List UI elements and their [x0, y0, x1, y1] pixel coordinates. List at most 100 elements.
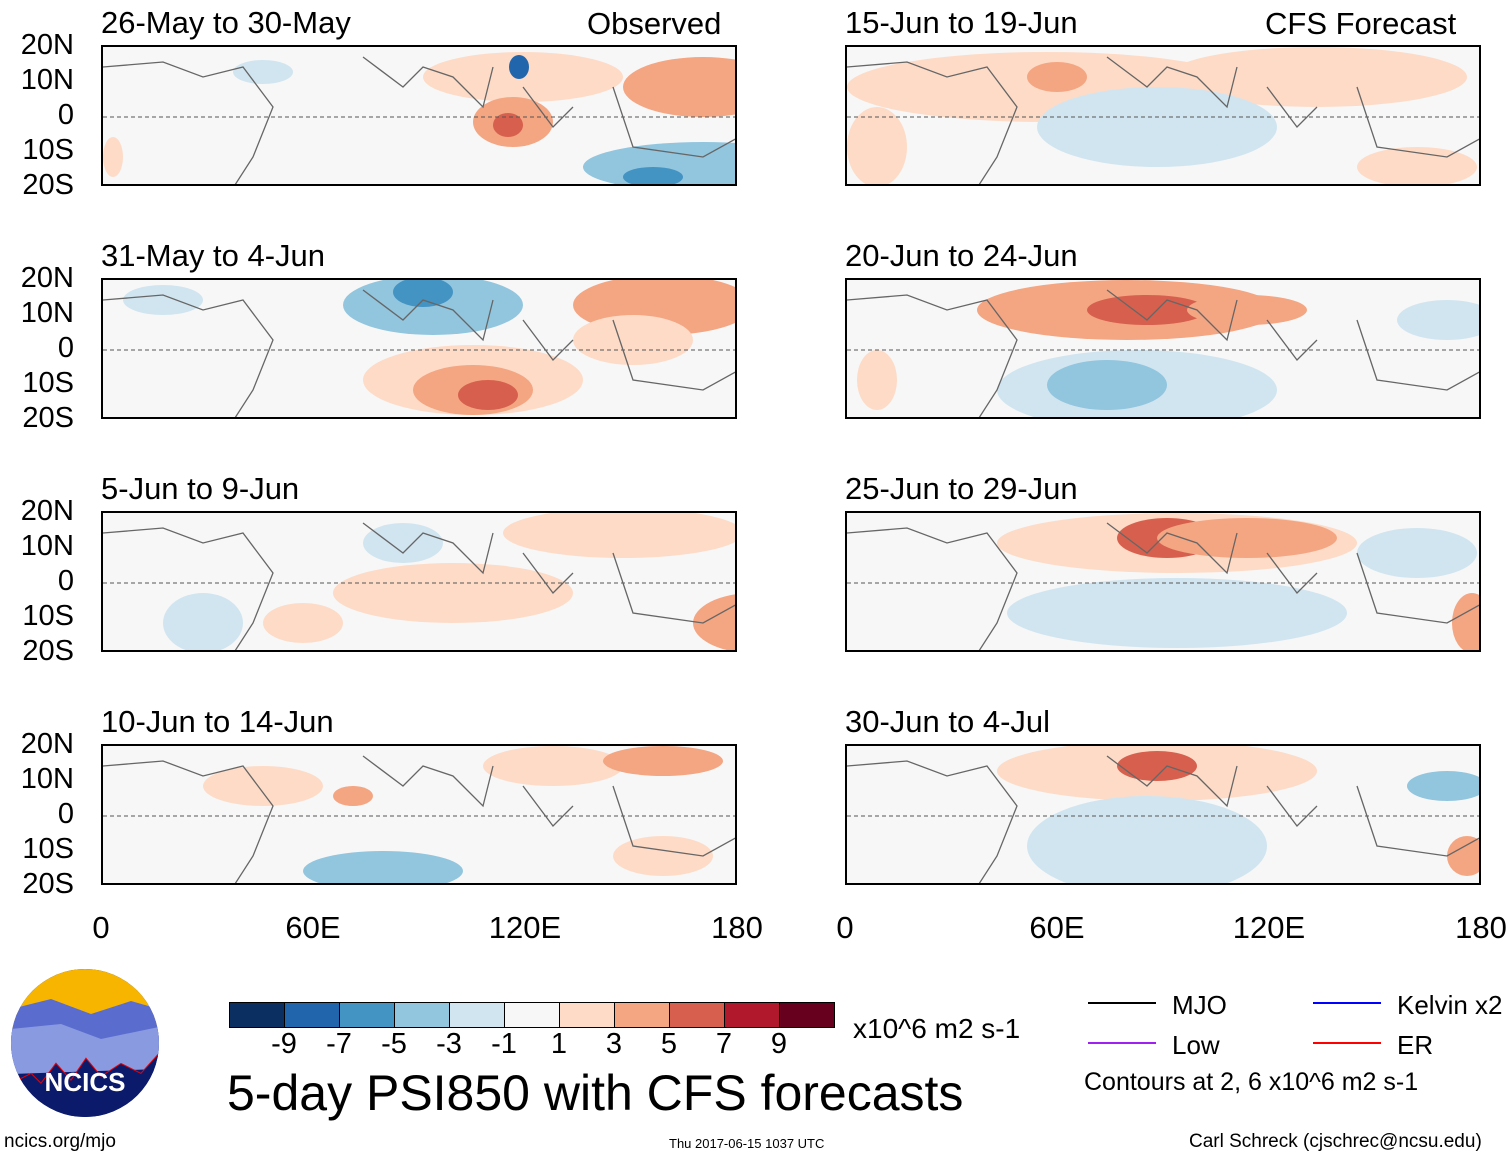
anomaly-region: [233, 60, 293, 84]
legend-label: Kelvin x2: [1397, 990, 1503, 1020]
map-canvas: [103, 746, 735, 883]
lat-tick-label: 20N: [20, 29, 74, 61]
legend-label: Low: [1172, 1030, 1220, 1060]
lat-tick-label: 20N: [20, 262, 74, 294]
panel-title: 30-Jun to 4-Jul: [845, 704, 1051, 739]
legend-label: ER: [1397, 1030, 1434, 1060]
lon-tick-label: 60E: [1029, 910, 1085, 945]
anomaly-region: [583, 142, 735, 184]
anomaly-region: [103, 137, 123, 177]
lon-tick-label: 120E: [488, 910, 562, 945]
lon-tick-label: 0: [836, 910, 854, 945]
anomaly-region: [503, 513, 735, 558]
anomaly-region: [857, 350, 897, 410]
colorbar-tick-label: 3: [605, 1028, 623, 1060]
colorbar-swatch: [560, 1003, 615, 1027]
coastline: [103, 289, 735, 417]
anomaly-region: [1447, 836, 1479, 876]
map-canvas: [103, 513, 735, 650]
panel-title: 15-Jun to 19-Jun: [845, 5, 1078, 40]
colorbar-swatch: [615, 1003, 670, 1027]
coastline: [847, 522, 1479, 650]
anomaly-region: [613, 836, 713, 876]
contour-note: Contours at 2, 6 x10^6 m2 s-1: [1084, 1068, 1419, 1096]
anomaly-region: [1167, 47, 1467, 107]
colorbar-tick-label: 5: [660, 1028, 678, 1060]
map-panel: [845, 744, 1481, 885]
coastline: [103, 522, 735, 650]
anomaly-region: [573, 315, 693, 365]
lat-tick-label: 0: [57, 99, 74, 131]
map-panel: [845, 45, 1481, 186]
map-panel: [101, 45, 737, 186]
lat-tick-label: 10S: [22, 833, 74, 865]
footer-url[interactable]: ncics.org/mjo: [4, 1131, 116, 1152]
lat-tick-label: 10S: [22, 600, 74, 632]
colorbar-swatch: [230, 1003, 285, 1027]
colorbar-swatch: [505, 1003, 560, 1027]
colorbar: [229, 1002, 835, 1028]
lat-tick-label: 20S: [22, 402, 74, 434]
lat-tick-label: 10S: [22, 367, 74, 399]
map-canvas: [847, 746, 1479, 883]
lon-tick-label: 120E: [1232, 910, 1306, 945]
colorbar-tick-label: 9: [770, 1028, 788, 1060]
map-canvas: [847, 280, 1479, 417]
lon-tick-label: 180: [711, 910, 763, 945]
footer-author: Carl Schreck (cjschrec@ncsu.edu): [1189, 1131, 1482, 1152]
legend-line: [1313, 1042, 1381, 1044]
map-panel: [845, 511, 1481, 652]
anomaly-region: [1452, 593, 1479, 650]
legend-label: MJO: [1172, 990, 1227, 1020]
anomaly-region: [623, 167, 683, 184]
footer-timestamp: Thu 2017-06-15 1037 UTC: [669, 1136, 825, 1151]
anomaly-region: [333, 563, 573, 623]
lon-tick-label: 180: [1455, 910, 1507, 945]
lat-tick-label: 10N: [20, 297, 74, 329]
colorbar-swatch: [395, 1003, 450, 1027]
logo-text: NCICS: [44, 1067, 126, 1097]
anomaly-region: [1117, 751, 1197, 781]
lat-tick-label: 0: [57, 332, 74, 364]
forecast-label: CFS Forecast: [1265, 6, 1457, 41]
lon-tick-label: 60E: [285, 910, 341, 945]
anomaly-region: [693, 594, 735, 650]
anomaly-region: [393, 280, 453, 307]
anomaly-region: [603, 746, 723, 776]
anomaly-region: [458, 380, 518, 410]
anomaly-region: [847, 107, 907, 184]
legend-line: [1313, 1002, 1381, 1004]
anomaly-region: [1047, 360, 1167, 410]
map-panel: [101, 744, 737, 885]
colorbar-tick-label: 7: [715, 1028, 733, 1060]
map-panel: [101, 511, 737, 652]
anomaly-region: [493, 113, 523, 137]
panel-title: 31-May to 4-Jun: [101, 238, 325, 273]
colorbar-tick-label: 1: [550, 1028, 568, 1060]
colorbar-tick-label: -7: [326, 1028, 352, 1060]
anomaly-region: [343, 280, 523, 335]
anomaly-region: [1397, 300, 1479, 340]
map-canvas: [847, 513, 1479, 650]
anomaly-region: [1357, 528, 1477, 578]
anomaly-region: [483, 746, 623, 786]
panel-title: 5-Jun to 9-Jun: [101, 471, 300, 506]
anomaly-region: [1007, 578, 1347, 648]
lat-tick-label: 20S: [22, 635, 74, 667]
coastline: [847, 56, 1479, 184]
ncics-logo: NCICS: [11, 969, 159, 1117]
anomaly-region: [1037, 87, 1277, 167]
lat-tick-label: 10S: [22, 134, 74, 166]
anomaly-region: [1027, 796, 1267, 883]
panel-title: 20-Jun to 24-Jun: [845, 238, 1078, 273]
lat-tick-label: 10N: [20, 763, 74, 795]
colorbar-tick-label: -1: [491, 1028, 517, 1060]
coastline: [103, 755, 735, 883]
anomaly-region: [623, 57, 735, 117]
map-panel: [101, 278, 737, 419]
figure-title: 5-day PSI850 with CFS forecasts: [227, 1065, 964, 1121]
anomaly-region: [363, 523, 443, 563]
colorbar-swatch: [450, 1003, 505, 1027]
colorbar-swatch: [780, 1003, 834, 1027]
